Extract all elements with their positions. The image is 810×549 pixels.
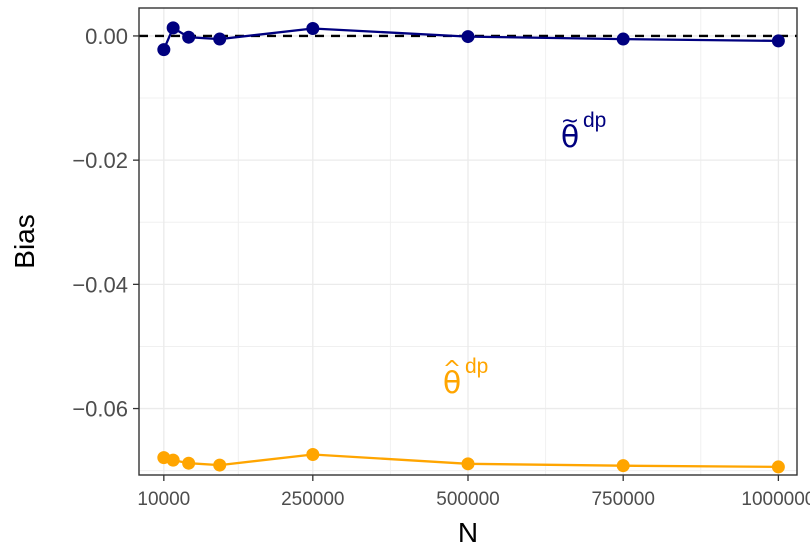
data-point [306, 21, 320, 35]
series-label-2: θ^ dp [443, 355, 489, 401]
y-axis-title: Bias [9, 214, 40, 268]
data-point [213, 32, 227, 46]
series-label-1: θ~ dp [561, 109, 607, 155]
data-point [213, 458, 227, 472]
series-label-symbol: θ [561, 120, 579, 155]
series-label-symbol: θ [443, 366, 461, 401]
series-labels: θ~ dpθ^ dp [443, 109, 607, 401]
data-point [771, 460, 785, 474]
y-tick-label: −0.06 [72, 397, 128, 422]
data-point [616, 32, 630, 46]
series-label-superscript: dp [583, 109, 606, 132]
y-tick-label: −0.04 [72, 272, 128, 297]
data-point [461, 30, 475, 44]
y-axis: 0.00 −0.02 −0.04 −0.06 [72, 24, 139, 422]
series-label-accent: ^ [443, 357, 461, 382]
x-tick-label: 500000 [436, 489, 499, 510]
series-label-accent: ~ [561, 109, 579, 134]
data-point [616, 459, 630, 473]
data-point [306, 448, 320, 462]
data-point [157, 43, 171, 57]
x-tick-label: 750000 [591, 489, 654, 510]
x-tick-label: 1000000 [741, 489, 810, 510]
series-2 [157, 448, 785, 474]
x-tick-label: 10000 [137, 489, 190, 510]
x-axis-title: N [458, 517, 478, 548]
y-tick-label: −0.02 [72, 148, 128, 173]
y-tick-label: 0.00 [85, 24, 128, 49]
data-point [182, 456, 196, 470]
series-label-superscript: dp [465, 355, 488, 378]
series-layer [157, 21, 785, 474]
x-axis: 10000 250000 500000 750000 1000000 [137, 475, 810, 510]
data-point [166, 453, 180, 467]
data-point [771, 34, 785, 48]
data-point [166, 21, 180, 35]
series-1 [157, 21, 785, 57]
data-point [461, 457, 475, 471]
x-tick-label: 250000 [281, 489, 344, 510]
data-point [182, 30, 196, 44]
